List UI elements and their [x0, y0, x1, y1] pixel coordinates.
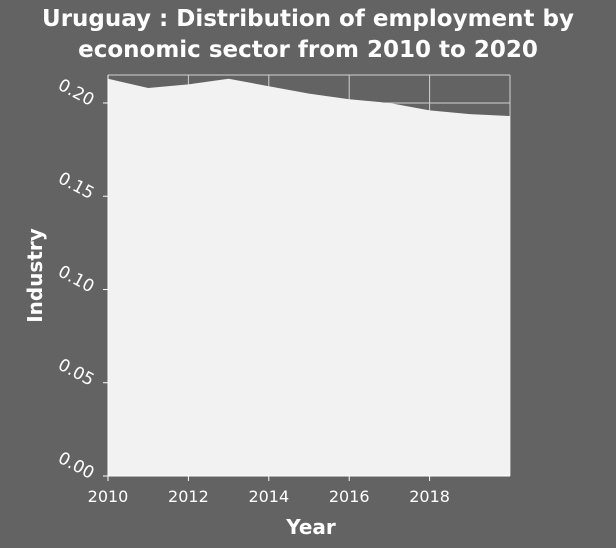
x-tick-label: 2016 [329, 487, 370, 506]
chart-title-line-1: Uruguay : Distribution of employment by [42, 6, 574, 32]
x-tick-label: 2014 [248, 487, 289, 506]
industry-area [108, 78, 510, 477]
y-tick-label: 0.15 [55, 169, 98, 204]
x-axis-label: Year [285, 515, 336, 539]
axis-layer [103, 75, 510, 481]
chart-title: Uruguay : Distribution of employment by … [0, 4, 616, 66]
x-tick-label: 2012 [168, 487, 209, 506]
y-tick-label: 0.20 [55, 75, 98, 110]
x-tick-label: 2010 [88, 487, 129, 506]
y-tick-label: 0.05 [55, 355, 98, 390]
y-axis-label: Industry [23, 228, 47, 323]
chart-title-line-2: economic sector from 2010 to 2020 [78, 37, 538, 63]
x-tick-label: 2018 [409, 487, 450, 506]
y-tick-label: 0.00 [55, 448, 98, 483]
y-tick-label: 0.10 [55, 262, 98, 297]
